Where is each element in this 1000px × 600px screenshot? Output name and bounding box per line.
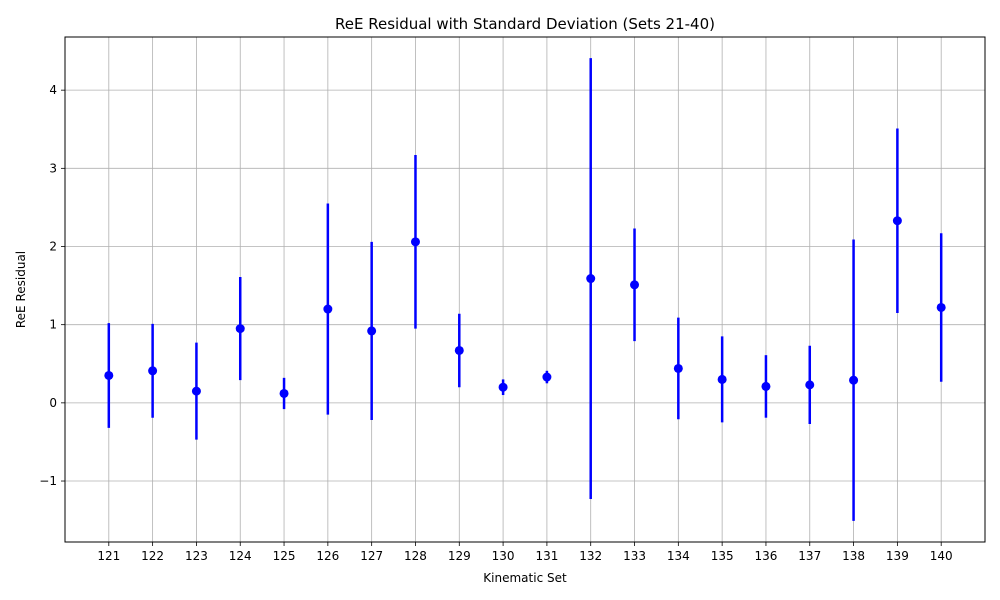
x-tick-label: 129 — [448, 549, 471, 563]
data-point — [761, 381, 771, 391]
data-point — [235, 324, 245, 334]
x-tick-label: 127 — [360, 549, 383, 563]
x-axis-label: Kinematic Set — [483, 571, 567, 585]
y-axis-ticks: −1 0 1 2 3 4 — [39, 83, 65, 488]
y-tick-label: 1 — [49, 318, 57, 332]
x-tick-label: 130 — [492, 549, 515, 563]
data-point — [673, 363, 683, 373]
data-point — [892, 216, 902, 226]
data-point — [104, 370, 114, 380]
x-tick-label: 135 — [711, 549, 734, 563]
data-point — [410, 237, 420, 247]
data-point — [367, 326, 377, 336]
x-tick-label: 139 — [886, 549, 909, 563]
data-point — [191, 386, 201, 396]
x-tick-label: 121 — [97, 549, 120, 563]
y-tick-label: 2 — [49, 240, 57, 254]
data-point — [805, 380, 815, 390]
data-point — [323, 304, 333, 314]
x-tick-label: 124 — [229, 549, 252, 563]
x-tick-label: 137 — [798, 549, 821, 563]
x-tick-label: 125 — [273, 549, 296, 563]
data-point — [849, 375, 859, 385]
y-tick-label: 4 — [49, 83, 57, 97]
y-tick-label: 0 — [49, 396, 57, 410]
data-point — [630, 280, 640, 290]
x-tick-label: 132 — [579, 549, 602, 563]
plot-area-frame — [64, 36, 986, 543]
data-point — [936, 302, 946, 312]
data-point — [542, 372, 552, 382]
data-point — [586, 274, 596, 284]
data-points — [104, 216, 946, 398]
y-tick-label: 3 — [49, 161, 57, 175]
x-axis-ticks: 121 122 123 124 125 126 127 128 129 130 131 132 133 1… — [97, 542, 953, 563]
x-tick-label: 138 — [842, 549, 865, 563]
grid-lines — [65, 37, 985, 542]
x-tick-label: 131 — [535, 549, 558, 563]
x-tick-label: 128 — [404, 549, 427, 563]
y-tick-label: −1 — [39, 474, 57, 488]
x-tick-label: 140 — [930, 549, 953, 563]
data-point — [148, 366, 158, 376]
x-tick-label: 126 — [316, 549, 339, 563]
x-tick-label: 123 — [185, 549, 208, 563]
x-tick-label: 136 — [754, 549, 777, 563]
chart-title: ReE Residual with Standard Deviation (Se… — [335, 15, 715, 33]
data-point — [498, 382, 508, 392]
y-axis-label: ReE Residual — [14, 251, 28, 328]
x-tick-label: 134 — [667, 549, 690, 563]
data-point — [279, 388, 289, 398]
x-tick-label: 122 — [141, 549, 164, 563]
x-tick-label: 133 — [623, 549, 646, 563]
error-bars — [107, 58, 943, 521]
data-point — [454, 345, 464, 355]
data-point — [717, 374, 727, 384]
